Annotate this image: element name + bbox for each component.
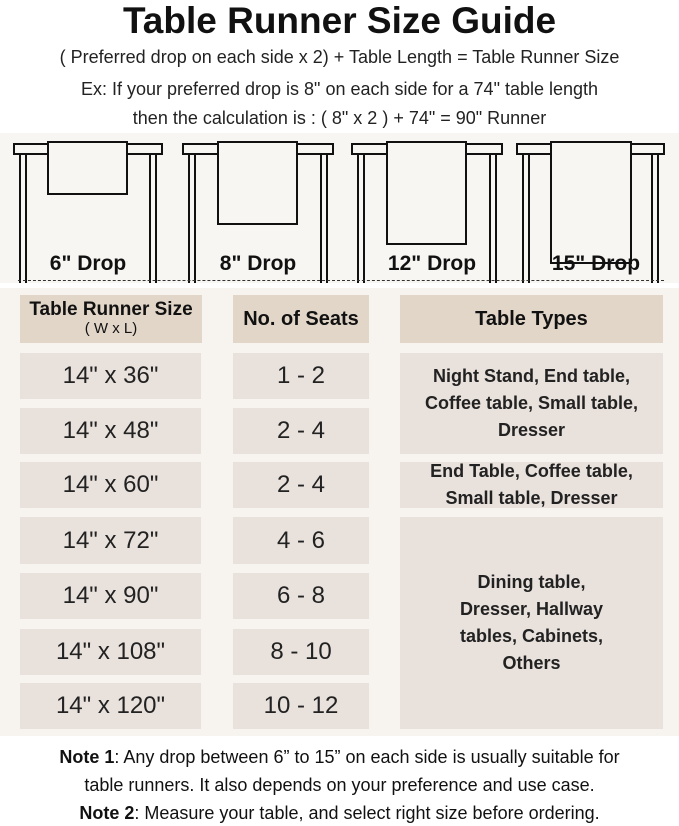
note-1-text: : Any drop between 6” to 15” on each sid…	[114, 747, 620, 767]
types-cell: Dining table, Dresser, Hallway tables, C…	[400, 517, 663, 729]
drop-label-12: 12" Drop	[387, 252, 477, 275]
header-size: Table Runner Size ( W x L)	[20, 295, 202, 343]
table-15in-drop	[516, 141, 665, 283]
drop-label-6: 6" Drop	[49, 252, 127, 275]
drop-label-15: 15" Drop	[551, 252, 641, 275]
seats-cell: 4 - 6	[233, 517, 369, 564]
header-seats: No. of Seats	[233, 295, 369, 343]
header-types: Table Types	[400, 295, 663, 343]
types-cell: End Table, Coffee table, Small table, Dr…	[400, 461, 663, 508]
drop-illustrations	[0, 133, 679, 283]
seats-cell: 6 - 8	[233, 573, 369, 619]
example-line-1: Ex: If your preferred drop is 8" on each…	[80, 79, 599, 99]
size-cell: 14" x 72"	[20, 517, 201, 564]
types-cell: Night Stand, End table, Coffee table, Sm…	[400, 353, 663, 454]
seats-cell: 10 - 12	[233, 683, 369, 729]
seats-cell: 2 - 4	[233, 408, 369, 454]
seats-cell: 1 - 2	[233, 353, 369, 399]
size-cell: 14" x 60"	[20, 462, 201, 508]
size-cell: 14" x 48"	[20, 408, 201, 454]
drop-label-8: 8" Drop	[219, 252, 297, 275]
table-12in-drop	[351, 141, 503, 283]
size-cell: 14" x 108"	[20, 629, 201, 675]
note-1: Note 1: Any drop between 6” to 15” on ea…	[0, 745, 679, 769]
example-line-2: then the calculation is : ( 8" x 2 ) + 7…	[132, 108, 547, 128]
table-8in-drop	[182, 141, 334, 283]
header-size-sub: ( W x L)	[84, 320, 138, 337]
size-cell: 14" x 90"	[20, 573, 201, 619]
seats-cell: 8 - 10	[233, 629, 369, 675]
size-cell: 14" x 36"	[20, 353, 201, 399]
note-2-label: Note 2	[79, 803, 135, 823]
note-2: Note 2: Measure your table, and select r…	[0, 801, 679, 825]
note-1-label: Note 1	[59, 747, 115, 767]
table-6in-drop	[13, 141, 163, 283]
header-size-label: Table Runner Size	[29, 299, 193, 320]
seats-cell: 2 - 4	[233, 462, 369, 508]
formula-text: ( Preferred drop on each side x 2) + Tab…	[59, 47, 620, 67]
size-cell: 14" x 120"	[20, 683, 201, 729]
divider	[18, 280, 664, 281]
table-drop-diagram	[13, 141, 665, 283]
note-2-text: : Measure your table, and select right s…	[134, 803, 600, 823]
page-title: Table Runner Size Guide	[122, 0, 557, 41]
note-1-continued: table runners. It also depends on your p…	[84, 775, 595, 795]
